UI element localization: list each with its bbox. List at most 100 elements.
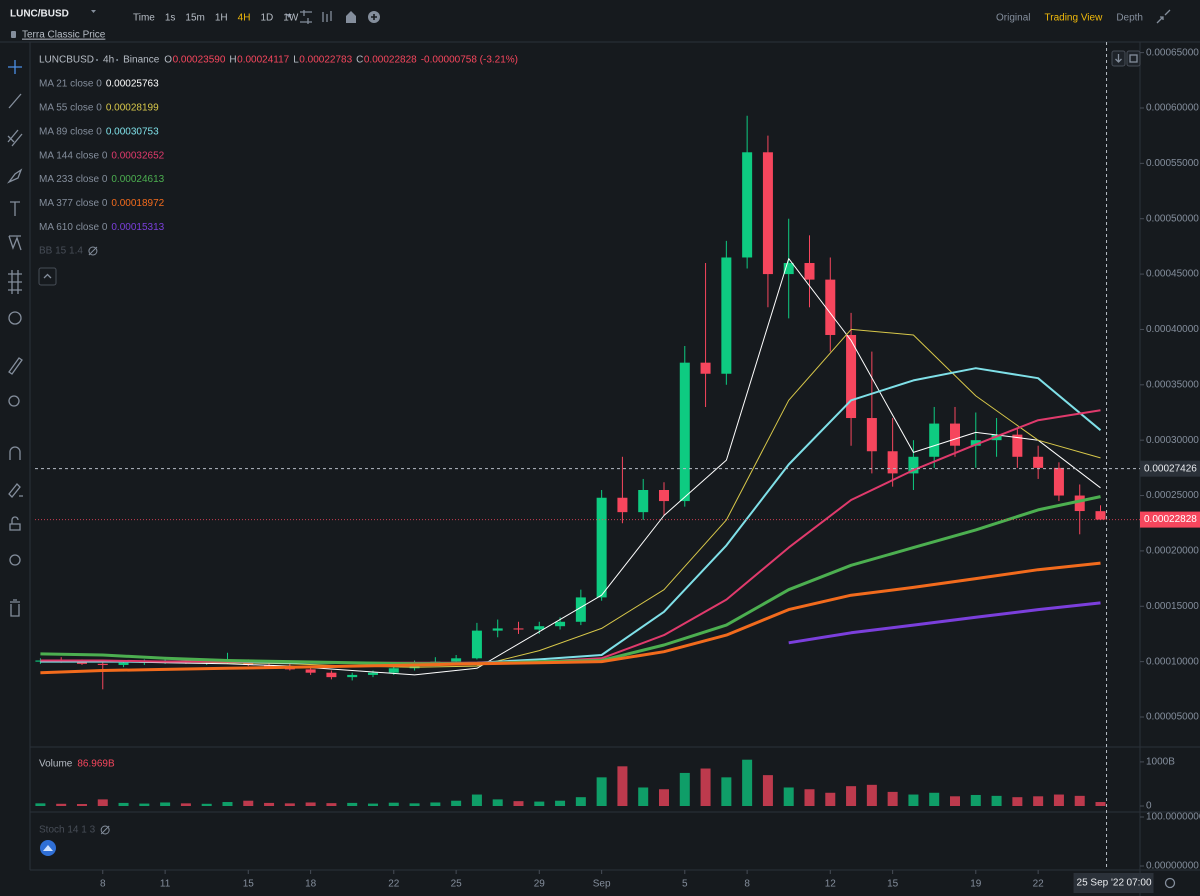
volume-bar [991, 795, 1002, 806]
candle-body [679, 362, 690, 502]
candle-body [804, 263, 815, 280]
interval-button[interactable]: 1H [215, 13, 228, 24]
ma-legend-value: 0.00018972 [111, 198, 164, 209]
interval-button[interactable]: 1s [165, 13, 176, 24]
volume-bar [201, 803, 212, 806]
pair-title[interactable]: LUNC/BUSD [10, 9, 69, 20]
prediction-tool[interactable] [8, 270, 22, 294]
candle-body [825, 279, 836, 335]
candle-body [658, 490, 669, 502]
candle-body [97, 663, 108, 665]
y-tick-label: 0.00040000 [1146, 324, 1199, 335]
view-tab[interactable]: Original [996, 13, 1030, 24]
reset-button[interactable] [1126, 50, 1141, 67]
emoji-tool[interactable] [8, 311, 22, 325]
candle-body [950, 423, 961, 446]
y-tick-label: 0.00020000 [1146, 546, 1199, 557]
separator-dot [96, 59, 99, 61]
top-bar [0, 0, 1200, 42]
y-tick-label: 0.00035000 [1146, 379, 1199, 390]
x-tick-label: 15 [887, 879, 899, 890]
visibility-tool[interactable] [9, 554, 21, 566]
fullscreen-icon[interactable] [1156, 9, 1171, 24]
candle-body [451, 658, 462, 662]
candle-body [596, 497, 607, 598]
volume-bar [243, 800, 254, 806]
stoch-eye-icon [100, 825, 110, 835]
chart-type-icon[interactable] [322, 11, 332, 22]
collapse-button[interactable] [38, 267, 57, 286]
info-icon [11, 31, 16, 38]
magnet-tool[interactable] [9, 446, 21, 460]
separator-dot [116, 59, 119, 61]
trendline-tool[interactable] [8, 93, 22, 109]
volume-bar [617, 766, 628, 806]
volume-value: 86.969B [77, 759, 115, 770]
volume-bar [783, 787, 794, 806]
settings-icon[interactable] [368, 11, 380, 23]
ma-line [40, 561, 1101, 675]
view-tab[interactable]: Depth [1116, 13, 1143, 24]
candle-body [264, 664, 275, 668]
ruler-tool[interactable] [8, 357, 23, 375]
candle-body [762, 152, 773, 275]
pair-dropdown[interactable] [91, 10, 96, 13]
volume-bar [1074, 795, 1085, 806]
candle-body [908, 456, 919, 474]
fib-tool[interactable] [7, 129, 23, 147]
crosshair-price-label: 0.00027426 [1144, 463, 1197, 474]
volume-bar [534, 801, 545, 806]
layout-icon[interactable] [346, 11, 356, 23]
more-intervals[interactable] [286, 14, 292, 18]
x-tick-label: Sep [593, 879, 611, 890]
y-tick-label: 0.00010000 [1146, 656, 1199, 667]
legend-ohlc-label: H [229, 55, 236, 66]
volume-bar [305, 802, 316, 806]
interval-button[interactable]: 1D [260, 13, 273, 24]
interval-button[interactable]: 15m [185, 13, 204, 24]
hidden-indicator: BB 15 1.4 [39, 246, 83, 257]
view-tab[interactable]: Trading View [1045, 13, 1104, 24]
axis-settings-icon[interactable] [1164, 877, 1176, 889]
volume-title: Volume [39, 759, 73, 770]
ma-line [40, 258, 1101, 676]
ma-line [788, 601, 1101, 645]
reset-icon [1129, 54, 1138, 63]
ma-legend-name: MA 233 close 0 [39, 174, 108, 185]
volume-bar [513, 801, 524, 806]
pair-subtitle[interactable]: Terra Classic Price [22, 30, 106, 41]
interval-button[interactable]: Time [133, 13, 155, 24]
volume-bar [139, 803, 150, 806]
last-price-label: 0.00022828 [1144, 514, 1197, 525]
lock-tool[interactable] [9, 516, 21, 531]
collapse-icon [43, 273, 52, 279]
ma-legend-name: MA 89 close 0 [39, 126, 102, 137]
zoom-tool[interactable] [8, 395, 20, 407]
pattern-tool[interactable] [8, 235, 22, 251]
text-tool[interactable] [10, 201, 20, 216]
y-tick-label: 0.00045000 [1146, 269, 1199, 280]
indicator-icon[interactable] [300, 10, 312, 24]
volume-bar [451, 800, 462, 806]
x-tick-label: 12 [825, 879, 837, 890]
crosshair-tool[interactable] [8, 60, 22, 74]
volume-bar [866, 784, 877, 806]
candle-body [721, 257, 732, 374]
candle-body [76, 661, 87, 664]
y-tick-label: 0.00050000 [1146, 213, 1199, 224]
volume-bar [1033, 796, 1044, 806]
candle-body [347, 674, 358, 678]
interval-button[interactable]: 4H [238, 13, 251, 24]
lock-draw-tool[interactable] [8, 483, 23, 498]
interval-button[interactable]: 1W [283, 13, 299, 24]
y-tick-label: 0.00060000 [1146, 103, 1199, 114]
left-toolbar [6, 60, 23, 617]
ma-legend-name: MA 21 close 0 [39, 79, 102, 90]
trash-tool[interactable] [10, 599, 20, 617]
volume-bar [222, 802, 233, 806]
legend-change: -0.00000758 (-3.21%) [421, 55, 518, 66]
volume-bar [970, 794, 981, 806]
brush-tool[interactable] [6, 168, 23, 184]
volume-bar [347, 802, 358, 806]
stoch-title: Stoch 14 1 3 [39, 825, 96, 836]
